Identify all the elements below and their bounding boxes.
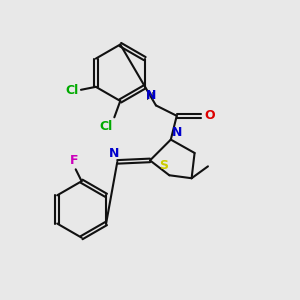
Text: F: F: [70, 154, 79, 167]
Text: O: O: [204, 109, 215, 122]
Text: S: S: [159, 159, 168, 172]
Text: N: N: [146, 89, 157, 102]
Text: Cl: Cl: [66, 84, 79, 97]
Text: H: H: [146, 92, 154, 102]
Text: Cl: Cl: [100, 120, 113, 133]
Text: N: N: [108, 147, 119, 161]
Text: N: N: [172, 126, 183, 139]
